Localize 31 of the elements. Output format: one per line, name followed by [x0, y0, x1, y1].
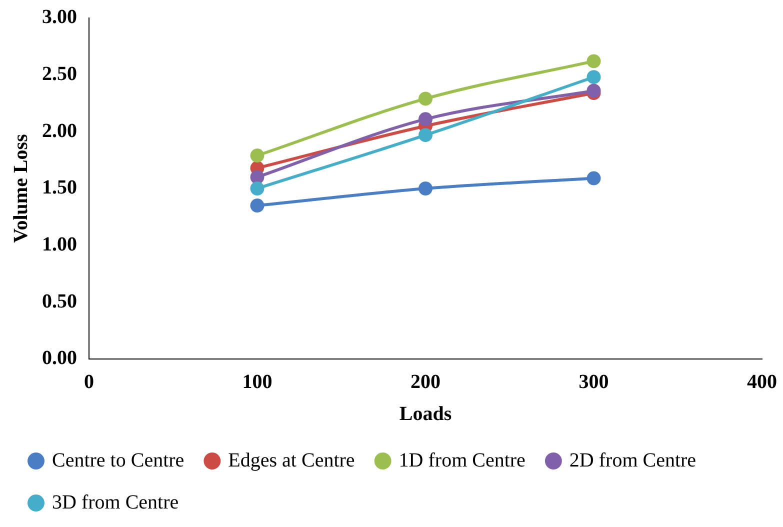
y-tick-label: 0.50 [42, 290, 77, 312]
y-tick-label: 2.00 [42, 120, 77, 142]
legend-label: 2D from Centre [569, 449, 696, 472]
x-tick-label: 0 [84, 371, 94, 394]
point [250, 182, 264, 196]
legend-label: Centre to Centre [52, 449, 184, 472]
point [418, 128, 432, 142]
point [418, 182, 432, 196]
point [418, 112, 432, 126]
y-tick-label: 1.50 [42, 176, 77, 199]
x-tick-label: 400 [747, 371, 777, 394]
point [250, 170, 264, 184]
x-tick-label: 200 [410, 371, 440, 394]
y-tick-label: 3.00 [42, 6, 77, 28]
point [586, 171, 601, 186]
legend-label: Edges at Centre [228, 449, 355, 472]
y-tick-label: 1.00 [42, 234, 77, 256]
legend-label: 1D from Centre [398, 449, 526, 472]
point [586, 54, 601, 68]
point [418, 92, 432, 106]
x-tick-label: 100 [242, 371, 272, 394]
x-axis-title: Loads [399, 403, 452, 426]
y-tick-label: 0.00 [42, 347, 77, 370]
legend-label: 3D from Centre [52, 491, 179, 514]
x-tick-label: 300 [578, 371, 609, 394]
point [250, 198, 264, 213]
y-axis-title: Volume Loss [10, 134, 32, 243]
point [586, 84, 601, 98]
y-tick-label: 2.50 [42, 63, 77, 86]
point [250, 148, 264, 163]
point [586, 70, 601, 84]
